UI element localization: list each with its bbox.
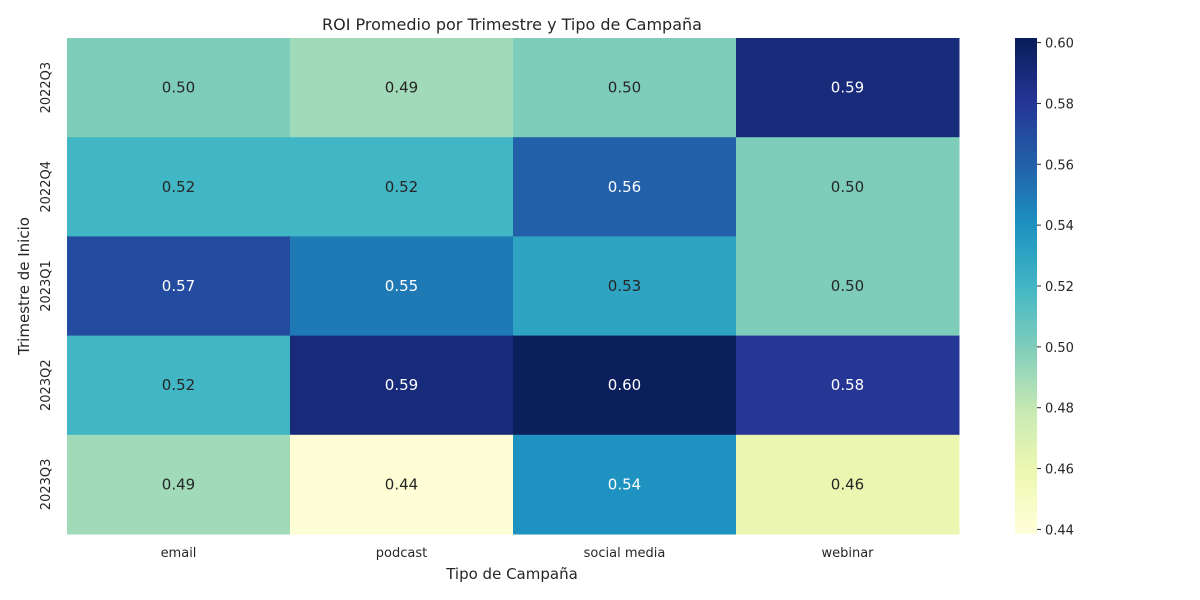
heatmap-cell-labels: 0.50 0.49 0.50 0.59 0.52 0.52 0.56 0.50 0.57 0.55… xyxy=(162,79,864,494)
heatmap-cell-label: 0.59 xyxy=(831,79,864,97)
heatmap-cell-label: 0.58 xyxy=(831,376,864,394)
x-tick-label: webinar xyxy=(821,546,874,561)
heatmap-cell-label: 0.49 xyxy=(385,79,418,97)
heatmap-cell-label: 0.59 xyxy=(385,376,418,394)
heatmap-cell xyxy=(67,137,291,237)
y-tick-label: 2022Q4 xyxy=(39,161,54,213)
heatmap-cell xyxy=(67,434,291,535)
colorbar-tick-label: 0.44 xyxy=(1045,523,1074,538)
heatmap-cell xyxy=(513,38,737,138)
colorbar-tick-label: 0.46 xyxy=(1045,463,1074,478)
heatmap-cell-label: 0.44 xyxy=(385,475,418,493)
colorbar-tick-label: 0.58 xyxy=(1045,97,1074,112)
chart-title: ROI Promedio por Trimestre y Tipo de Cam… xyxy=(322,15,702,34)
colorbar-tick-label: 0.56 xyxy=(1045,158,1074,173)
heatmap-cell xyxy=(736,137,960,237)
colorbar-ticks: 0.44 0.46 0.48 0.50 0.52 0.54 0.56 0.58 0.60 xyxy=(1037,37,1074,538)
x-tick-label: email xyxy=(161,546,197,561)
heatmap-cell xyxy=(513,335,737,436)
heatmap-cell-label: 0.50 xyxy=(831,178,864,196)
heatmap-cell xyxy=(736,335,960,436)
y-tick-label: 2022Q3 xyxy=(39,62,54,114)
heatmap-cell xyxy=(513,137,737,237)
y-tick-label: 2023Q3 xyxy=(39,459,54,511)
heatmap-cell-label: 0.50 xyxy=(831,277,864,295)
colorbar-tick-label: 0.50 xyxy=(1045,341,1074,356)
heatmap-cell-label: 0.53 xyxy=(608,277,641,295)
y-tick-label: 2023Q2 xyxy=(39,359,54,411)
heatmap-cell-label: 0.56 xyxy=(608,178,641,196)
heatmap-cell-label: 0.52 xyxy=(385,178,418,196)
colorbar-tick-label: 0.60 xyxy=(1045,37,1074,52)
heatmap-cell xyxy=(67,335,291,436)
heatmap-cell xyxy=(736,38,960,138)
colorbar-tick-label: 0.54 xyxy=(1045,219,1074,234)
heatmap-cell xyxy=(736,434,960,535)
heatmap-cell xyxy=(290,236,514,337)
colorbar-tick-label: 0.52 xyxy=(1045,280,1074,295)
heatmap-cell xyxy=(290,137,514,237)
heatmap-cell xyxy=(290,434,514,535)
heatmap-cell-label: 0.52 xyxy=(162,178,195,196)
heatmap-cell-label: 0.55 xyxy=(385,277,418,295)
colorbar-tick-label: 0.48 xyxy=(1045,402,1074,417)
colorbar xyxy=(1015,38,1037,534)
heatmap-cell xyxy=(290,335,514,436)
heatmap-cell-label: 0.46 xyxy=(831,475,864,493)
heatmap-cell-label: 0.60 xyxy=(608,376,641,394)
x-tick-label: social media xyxy=(584,546,666,561)
heatmap-cell-label: 0.54 xyxy=(608,475,641,493)
heatmap-cell xyxy=(513,236,737,337)
heatmap-cell xyxy=(290,38,514,138)
heatmap-cell-label: 0.49 xyxy=(162,475,195,493)
heatmap-cell xyxy=(67,236,291,337)
heatmap-cell-label: 0.50 xyxy=(162,79,195,97)
x-axis-label: Tipo de Campaña xyxy=(445,565,578,583)
y-axis-label: Trimestre de Inicio xyxy=(15,217,33,356)
x-tick-label: podcast xyxy=(376,546,427,561)
heatmap-cell-label: 0.57 xyxy=(162,277,195,295)
heatmap-cell xyxy=(67,38,291,138)
heatmap-cells xyxy=(67,38,960,535)
heatmap-cell-label: 0.50 xyxy=(608,79,641,97)
y-axis-tick-labels: 2022Q3 2022Q4 2023Q1 2023Q2 2023Q3 xyxy=(39,62,54,510)
heatmap-cell xyxy=(736,236,960,337)
x-axis-tick-labels: email podcast social media webinar xyxy=(161,546,875,561)
y-tick-label: 2023Q1 xyxy=(39,260,54,312)
heatmap-cell xyxy=(513,434,737,535)
heatmap-cell-label: 0.52 xyxy=(162,376,195,394)
